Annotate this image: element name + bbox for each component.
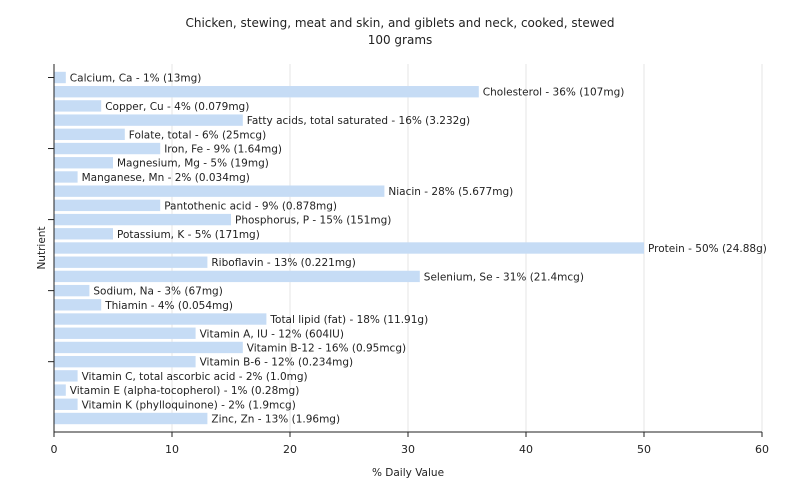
bar-label: Sodium, Na - 3% (67mg): [93, 286, 222, 298]
bar: [54, 384, 66, 396]
bar-label: Riboflavin - 13% (0.221mg): [211, 257, 355, 269]
bar-label: Vitamin A, IU - 12% (604IU): [200, 328, 344, 340]
bar-label: Vitamin K (phylloquinone) - 2% (1.9mcg): [82, 399, 296, 411]
bar-label: Vitamin C, total ascorbic acid - 2% (1.0…: [82, 371, 308, 383]
bar: [54, 100, 102, 112]
bars: Calcium, Ca - 1% (13mg) Cholesterol - 36%…: [54, 71, 767, 426]
bar: [54, 370, 78, 382]
bar: [54, 86, 479, 98]
bar-label: Zinc, Zn - 13% (1.96mg): [211, 414, 340, 426]
bar-label: Copper, Cu - 4% (0.079mg): [105, 101, 249, 113]
bar: [54, 185, 385, 197]
bar-label: Cholesterol - 36% (107mg): [483, 87, 625, 99]
bar: [54, 412, 208, 425]
x-axis-title: % Daily Value: [372, 467, 444, 479]
bar: [54, 199, 161, 212]
bar-label: Vitamin B-12 - 16% (0.95mcg): [247, 342, 406, 354]
bar-label: Protein - 50% (24.88g): [648, 243, 767, 255]
bar-label: Vitamin B-6 - 12% (0.234mg): [200, 357, 354, 369]
bar-label: Pantothenic acid - 9% (0.878mg): [164, 200, 337, 212]
bar-label: Vitamin E (alpha-tocopherol) - 1% (0.28m…: [70, 385, 299, 397]
bar-label: Calcium, Ca - 1% (13mg): [70, 72, 202, 84]
x-tick-label: 20: [283, 443, 297, 456]
x-tick-label: 40: [519, 443, 533, 456]
bar-label: Phosphorus, P - 15% (151mg): [235, 215, 391, 227]
bar: [54, 242, 644, 254]
bar-label: Iron, Fe - 9% (1.64mg): [164, 144, 282, 156]
x-tick-label: 60: [755, 443, 769, 456]
bar: [54, 114, 243, 126]
chart-title: Chicken, stewing, meat and skin, and gib…: [185, 16, 614, 30]
bar-label: Selenium, Se - 31% (21.4mcg): [424, 271, 584, 283]
x-tick-label: 30: [401, 443, 415, 456]
bar-label: Total lipid (fat) - 18% (11.91g): [269, 314, 428, 326]
bar: [54, 270, 420, 283]
bar: [54, 299, 102, 311]
bar: [54, 398, 78, 410]
bar: [54, 142, 161, 155]
bar-label: Thiamin - 4% (0.054mg): [104, 300, 233, 312]
bar-label: Magnesium, Mg - 5% (19mg): [117, 158, 269, 170]
bar-label: Niacin - 28% (5.677mg): [388, 186, 513, 198]
bar: [54, 284, 90, 297]
bar: [54, 71, 66, 84]
bar: [54, 327, 196, 339]
bar: [54, 341, 243, 354]
bar: [54, 355, 196, 368]
x-ticks: 0 10 20 30 40 50 60: [51, 432, 769, 456]
x-tick-label: 50: [637, 443, 651, 456]
bar: [54, 157, 113, 169]
bar: [54, 213, 231, 226]
x-tick-label: 0: [51, 443, 58, 456]
bar: [54, 228, 113, 240]
x-tick-label: 10: [165, 443, 179, 456]
bar-label: Manganese, Mn - 2% (0.034mg): [82, 172, 250, 184]
y-axis-title: Nutrient: [36, 226, 48, 269]
bar-label: Fatty acids, total saturated - 16% (3.23…: [247, 115, 470, 127]
bar: [54, 256, 208, 268]
chart-subtitle: 100 grams: [368, 33, 433, 47]
bar: [54, 128, 125, 141]
bar: [54, 171, 78, 183]
bar-label: Folate, total - 6% (25mcg): [129, 129, 266, 141]
bar-label: Potassium, K - 5% (171mg): [117, 229, 260, 241]
bar: [54, 313, 267, 325]
